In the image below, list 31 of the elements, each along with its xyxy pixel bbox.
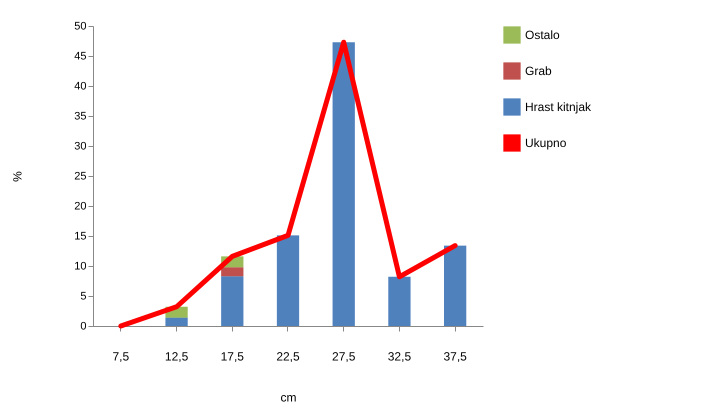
y-tick-label: 45 bbox=[74, 50, 86, 62]
y-tick-label: 0 bbox=[80, 320, 86, 332]
x-tick-label: 22,5 bbox=[276, 350, 300, 364]
x-tick-label: 12,5 bbox=[164, 350, 189, 364]
y-tick-label: 30 bbox=[74, 140, 86, 152]
y-tick-label: 20 bbox=[74, 200, 86, 212]
bar bbox=[388, 276, 411, 326]
y-tick-label: 25 bbox=[74, 170, 86, 182]
y-axis-title: % bbox=[10, 170, 24, 182]
y-tick-label: 40 bbox=[74, 80, 86, 92]
bar bbox=[221, 267, 244, 276]
legend-label: Hrast kitnjak bbox=[525, 100, 592, 114]
legend-label: Ostalo bbox=[525, 28, 560, 42]
bar bbox=[332, 42, 355, 326]
x-tick-label: 37,5 bbox=[443, 350, 468, 364]
legend-label: Ukupno bbox=[525, 136, 567, 150]
y-tick-label: 10 bbox=[74, 260, 86, 272]
legend-label: Grab bbox=[525, 64, 552, 78]
y-tick-label: 15 bbox=[74, 230, 86, 242]
x-axis-title: cm bbox=[280, 390, 296, 404]
y-tick-label: 50 bbox=[74, 20, 86, 32]
y-tick-label: 5 bbox=[80, 290, 86, 302]
y-tick-label: 35 bbox=[74, 110, 86, 122]
x-tick-label: 32,5 bbox=[388, 350, 412, 364]
bar bbox=[221, 276, 244, 326]
bar bbox=[276, 235, 300, 326]
x-tick-label: 17,5 bbox=[220, 350, 244, 364]
x-tick-label: 27,5 bbox=[332, 350, 356, 364]
bar bbox=[444, 246, 466, 326]
bar bbox=[165, 318, 188, 326]
x-tick-label: 7,5 bbox=[112, 350, 130, 364]
